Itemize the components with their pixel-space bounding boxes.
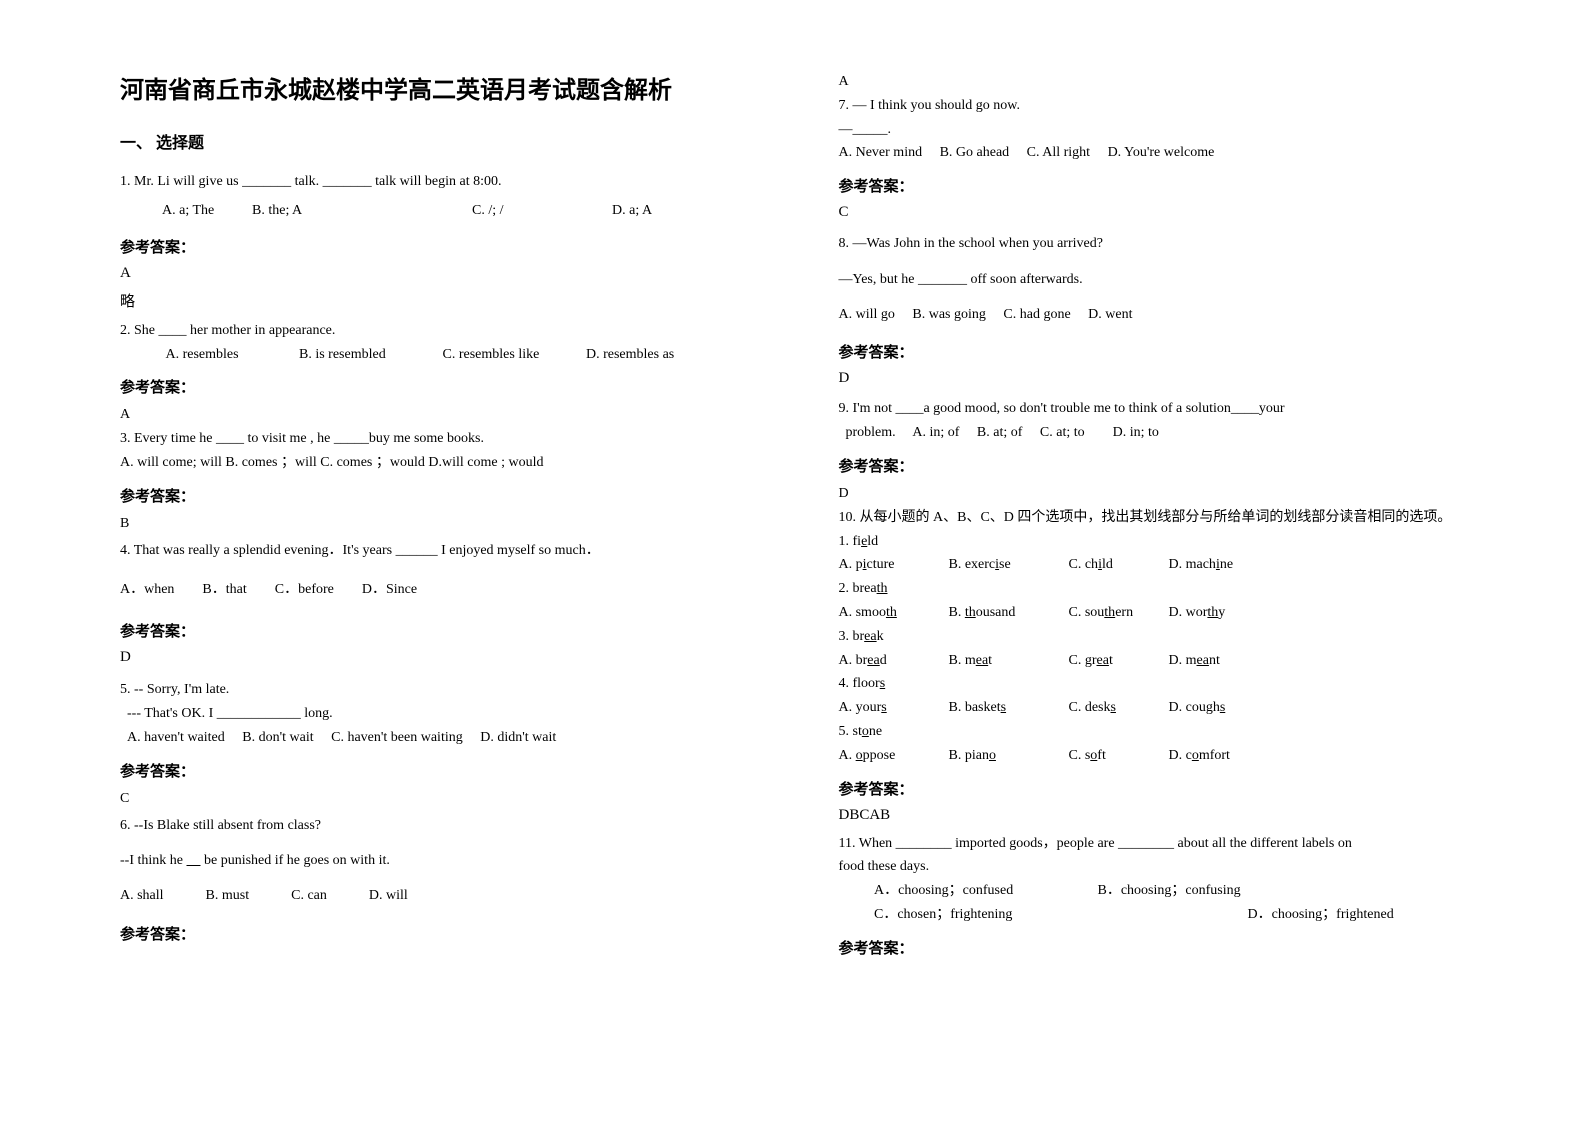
q4-options: A．when B．that C．before D．Since <box>120 575 779 604</box>
q6-text: 6. --Is Blake still absent from class? <box>120 811 779 840</box>
q8-l1: 8. —Was John in the school when you arri… <box>839 229 1498 258</box>
q1-opt-c: C. /; / <box>472 196 612 225</box>
page-title: 河南省商丘市永城赵楼中学高二英语月考试题含解析 <box>120 70 779 105</box>
answer-label: 参考答案： <box>839 341 1498 362</box>
exam-page: 河南省商丘市永城赵楼中学高二英语月考试题含解析 一、 选择题 1. Mr. Li… <box>0 0 1587 1122</box>
q10-opts-1: A. pictureB. exerciseC. childD. machine <box>839 553 1498 577</box>
q6-answer: A <box>839 70 1498 94</box>
q10-word-2: 2. breath <box>839 577 1498 601</box>
q5-l2: --- That's OK. I ____________ long. <box>120 702 779 726</box>
q10-opts-3: A. breadB. meatC. greatD. meant <box>839 649 1498 673</box>
right-column: A 7. — I think you should go now. —_____… <box>809 70 1528 1082</box>
q10-word-5: 5. stone <box>839 720 1498 744</box>
answer-label: 参考答案： <box>120 376 779 397</box>
q6-options: A. shall B. must C. can D. will <box>120 881 779 910</box>
q3-text: 3. Every time he ____ to visit me , he _… <box>120 427 779 451</box>
answer-label: 参考答案： <box>839 937 1498 958</box>
q11-row1: A．choosing；confused B．choosing；confusing <box>839 879 1498 903</box>
section-heading: 一、 选择题 <box>120 129 779 153</box>
q4-text: 4. That was really a splendid evening．It… <box>120 536 779 565</box>
q1-opt-d: D. a; A <box>612 196 652 225</box>
q10-word-3: 3. break <box>839 625 1498 649</box>
q9-l1: 9. I'm not ____a good mood, so don't tro… <box>839 397 1498 421</box>
q11-l1: 11. When ________ imported goods，people … <box>839 832 1498 856</box>
q9-answer: D <box>839 482 1498 506</box>
q2-options: A. resembles B. is resembled C. resemble… <box>120 343 779 367</box>
q8-l2: —Yes, but he _______ off soon afterwards… <box>839 265 1498 294</box>
q10-opts-4: A. yoursB. basketsC. desksD. coughs <box>839 696 1498 720</box>
q10-head: 10. 从每小题的 A、B、C、D 四个选项中，找出其划线部分与所给单词的划线部… <box>839 506 1498 530</box>
q1-opt-a: A. a; The <box>162 196 252 225</box>
q2-opt-b: B. is resembled <box>299 343 439 367</box>
q5-opts-text: A. haven't waited B. don't wait C. haven… <box>127 730 556 745</box>
answer-label: 参考答案： <box>120 923 779 944</box>
q7-l2: —_____. <box>839 118 1498 142</box>
q9-l2-text: problem. A. in; of B. at; of C. at; to D… <box>846 425 1159 440</box>
q10-word-1: 1. field <box>839 530 1498 554</box>
q10-items: 1. fieldA. pictureB. exerciseC. childD. … <box>839 530 1498 768</box>
q1-text: 1. Mr. Li will give us _______ talk. ___… <box>120 167 779 196</box>
q8-answer: D <box>839 370 1498 387</box>
left-column: 河南省商丘市永城赵楼中学高二英语月考试题含解析 一、 选择题 1. Mr. Li… <box>90 70 809 1082</box>
q1-omit: 略 <box>120 290 779 311</box>
answer-label: 参考答案： <box>120 485 779 506</box>
q1-answer: A <box>120 265 779 282</box>
answer-label: 参考答案： <box>120 760 779 781</box>
answer-label: 参考答案： <box>839 778 1498 799</box>
q11-l2: food these days. <box>839 855 1498 879</box>
answer-label: 参考答案： <box>839 175 1498 196</box>
q11-opt-c: C．chosen；frightening <box>874 903 1244 927</box>
q10-opts-2: A. smoothB. thousandC. southernD. worthy <box>839 601 1498 625</box>
q11-row2: C．chosen；frightening D．choosing；frighten… <box>839 903 1498 927</box>
q2-opt-c: C. resembles like <box>443 343 583 367</box>
q5-options: A. haven't waited B. don't wait C. haven… <box>120 726 779 750</box>
q2-text: 2. She ____ her mother in appearance. <box>120 319 779 343</box>
q7-answer: C <box>839 204 1498 221</box>
q10-word-4: 4. floors <box>839 672 1498 696</box>
q11-opt-d: D．choosing；frightened <box>1248 907 1394 922</box>
q11-opt-b: B．choosing；confusing <box>1098 883 1241 898</box>
q2-opt-d: D. resembles as <box>586 347 674 362</box>
q1-options: A. a; The B. the; A C. /; / D. a; A <box>120 196 779 225</box>
q7-options: A. Never mind B. Go ahead C. All right D… <box>839 141 1498 165</box>
answer-label: 参考答案： <box>120 236 779 257</box>
q1-opt-b: B. the; A <box>252 196 472 225</box>
q7-l1: 7. — I think you should go now. <box>839 94 1498 118</box>
q2-opt-a: A. resembles <box>166 343 296 367</box>
q5-l1: 5. -- Sorry, I'm late. <box>120 678 779 702</box>
q8-options: A. will go B. was going C. had gone D. w… <box>839 300 1498 329</box>
answer-label: 参考答案： <box>839 455 1498 476</box>
q3-options: A. will come; will B. comes ；will C. com… <box>120 451 779 475</box>
q10-opts-5: A. opposeB. pianoC. softD. comfort <box>839 744 1498 768</box>
answer-label: 参考答案： <box>120 620 779 641</box>
q4-answer: D <box>120 649 779 666</box>
q11-opt-a: A．choosing；confused <box>874 879 1094 903</box>
q3-answer: B <box>120 512 779 536</box>
q5-answer: C <box>120 787 779 811</box>
q6-l2: --I think he be punished if he goes on w… <box>120 846 779 875</box>
q5-l2-text: --- That's OK. I ____________ long. <box>127 706 333 721</box>
q2-answer: A <box>120 403 779 427</box>
q9-l2: problem. A. in; of B. at; of C. at; to D… <box>839 421 1498 445</box>
q10-answer: DBCAB <box>839 807 1498 824</box>
